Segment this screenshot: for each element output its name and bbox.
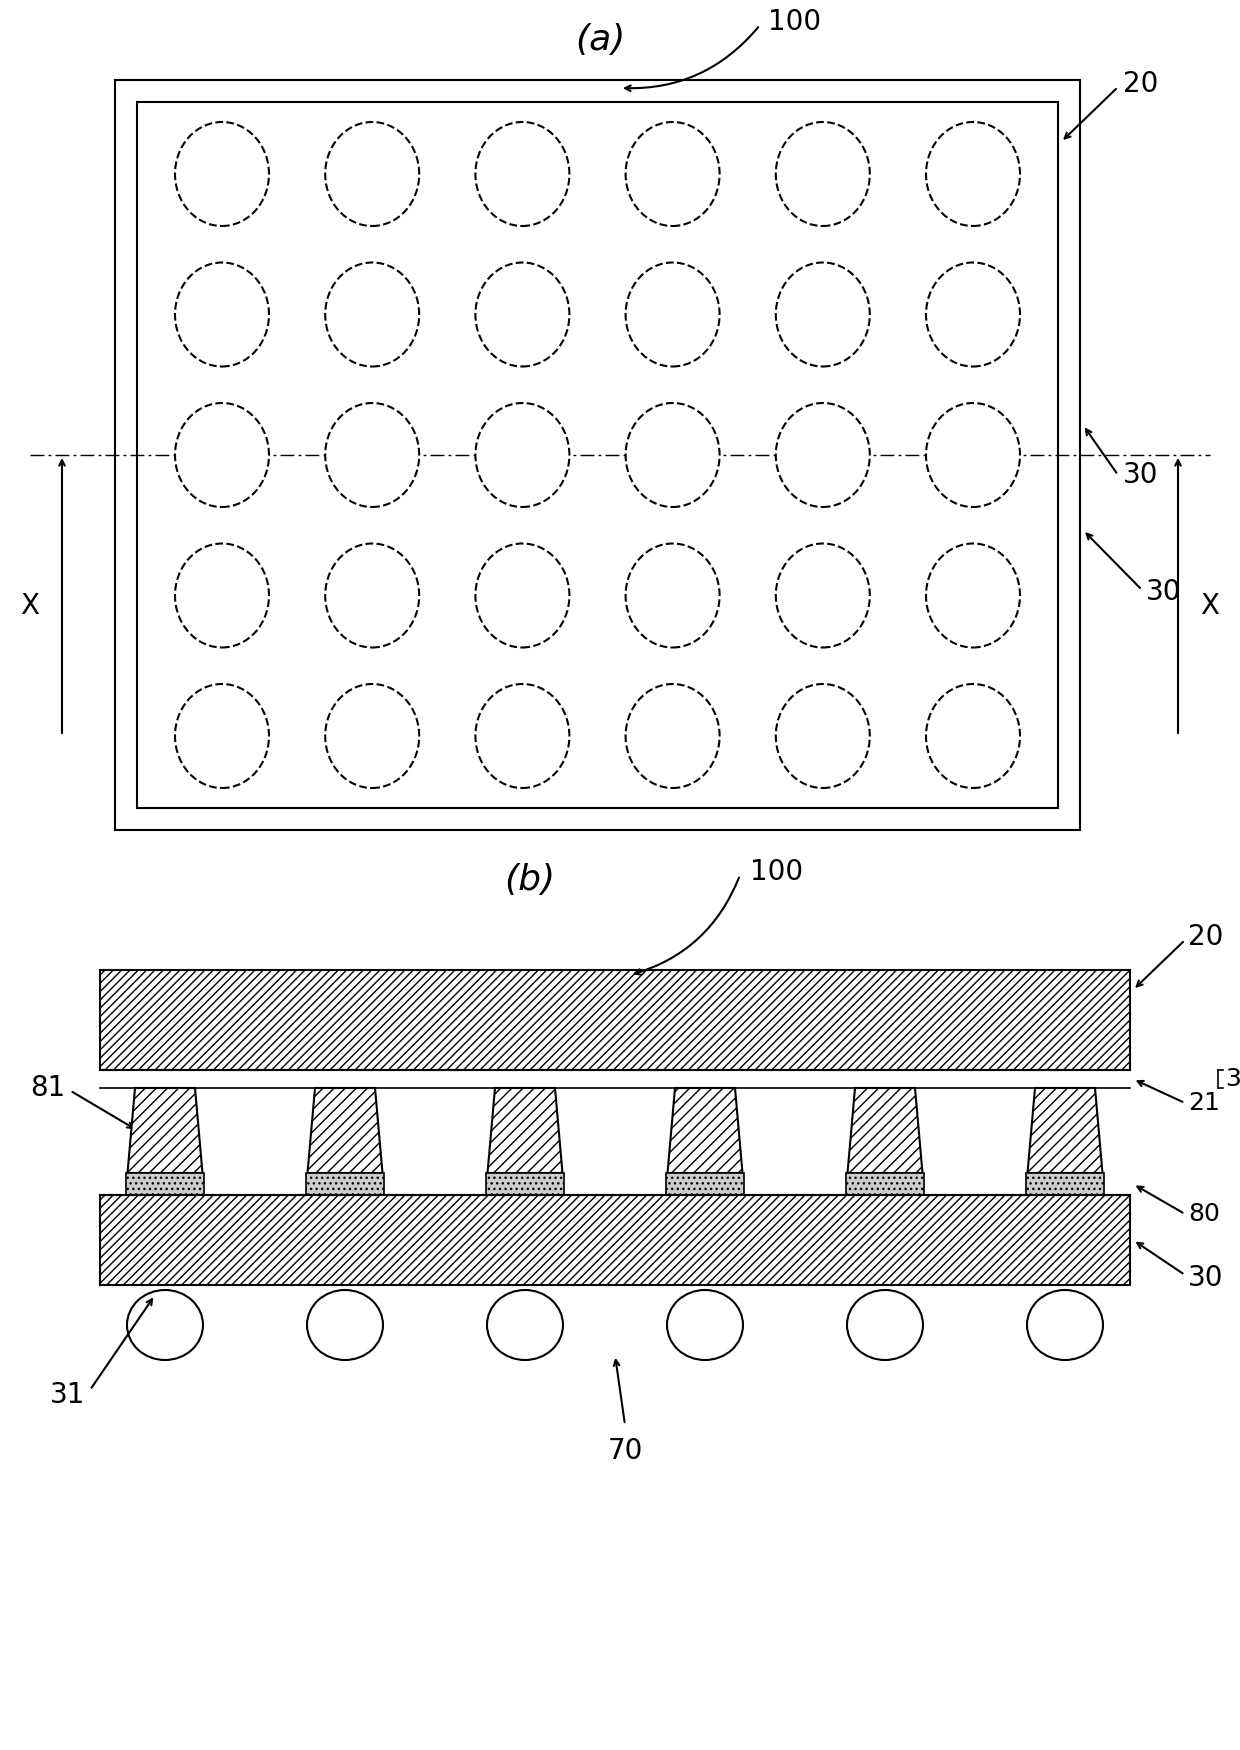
- Ellipse shape: [175, 262, 269, 366]
- Text: 100: 100: [768, 9, 821, 37]
- Ellipse shape: [475, 262, 569, 366]
- Ellipse shape: [325, 262, 419, 366]
- Ellipse shape: [175, 684, 269, 788]
- Text: 31: 31: [50, 1381, 86, 1409]
- Polygon shape: [128, 1088, 202, 1172]
- Bar: [115, 80, 1080, 830]
- Bar: [100, 970, 1130, 1069]
- Polygon shape: [847, 1088, 923, 1172]
- Text: 20: 20: [1188, 922, 1224, 950]
- Ellipse shape: [667, 1290, 743, 1360]
- Ellipse shape: [1027, 1290, 1104, 1360]
- Ellipse shape: [325, 123, 419, 226]
- Bar: [1025, 1172, 1104, 1195]
- Bar: [486, 1172, 564, 1195]
- Ellipse shape: [926, 544, 1021, 648]
- Bar: [100, 1195, 1130, 1284]
- Ellipse shape: [626, 262, 719, 366]
- Ellipse shape: [926, 123, 1021, 226]
- Polygon shape: [667, 1088, 743, 1172]
- Ellipse shape: [926, 262, 1021, 366]
- Ellipse shape: [475, 402, 569, 507]
- Ellipse shape: [776, 402, 869, 507]
- Text: 70: 70: [608, 1437, 642, 1465]
- Ellipse shape: [626, 544, 719, 648]
- Text: 81: 81: [30, 1073, 64, 1101]
- Ellipse shape: [847, 1290, 923, 1360]
- Ellipse shape: [325, 402, 419, 507]
- Ellipse shape: [175, 402, 269, 507]
- Ellipse shape: [776, 544, 869, 648]
- Bar: [306, 1172, 384, 1195]
- Ellipse shape: [926, 684, 1021, 788]
- Bar: [136, 102, 1058, 808]
- Text: 20: 20: [1123, 70, 1158, 98]
- Ellipse shape: [776, 262, 869, 366]
- Bar: [126, 1172, 205, 1195]
- Text: (a): (a): [575, 23, 625, 58]
- Ellipse shape: [776, 123, 869, 226]
- Bar: [666, 1172, 744, 1195]
- Ellipse shape: [475, 544, 569, 648]
- Ellipse shape: [487, 1290, 563, 1360]
- Ellipse shape: [325, 684, 419, 788]
- Ellipse shape: [626, 402, 719, 507]
- Polygon shape: [308, 1088, 382, 1172]
- Text: (b): (b): [505, 863, 556, 898]
- Ellipse shape: [776, 684, 869, 788]
- Ellipse shape: [325, 544, 419, 648]
- Text: X: X: [21, 592, 40, 619]
- Ellipse shape: [175, 544, 269, 648]
- Text: 30: 30: [1188, 1264, 1224, 1292]
- Text: 100: 100: [750, 858, 804, 886]
- Ellipse shape: [626, 123, 719, 226]
- Polygon shape: [487, 1088, 563, 1172]
- Text: 80: 80: [1188, 1202, 1220, 1227]
- Text: 38: 38: [1225, 1068, 1240, 1090]
- Text: 30: 30: [1123, 460, 1158, 488]
- Ellipse shape: [626, 684, 719, 788]
- Polygon shape: [1028, 1088, 1102, 1172]
- Text: 30: 30: [1146, 578, 1182, 605]
- Ellipse shape: [175, 123, 269, 226]
- Ellipse shape: [475, 123, 569, 226]
- Text: 21: 21: [1188, 1090, 1220, 1115]
- Ellipse shape: [475, 684, 569, 788]
- Ellipse shape: [926, 402, 1021, 507]
- Ellipse shape: [126, 1290, 203, 1360]
- Text: X: X: [1200, 592, 1219, 619]
- Bar: [846, 1172, 924, 1195]
- Ellipse shape: [308, 1290, 383, 1360]
